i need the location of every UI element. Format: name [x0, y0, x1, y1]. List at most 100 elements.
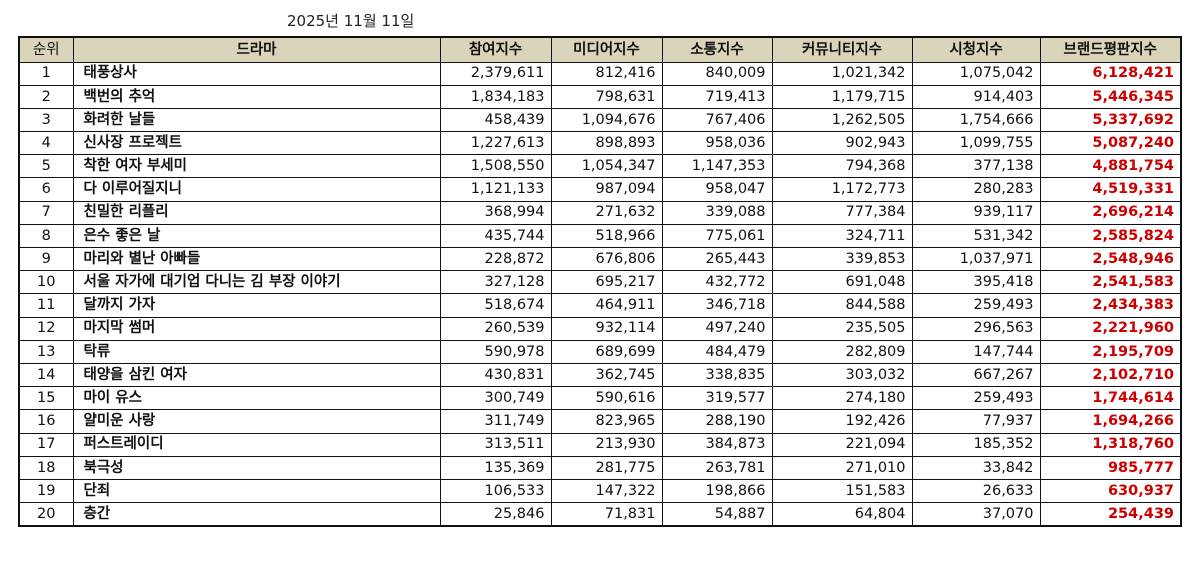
media-cell: 798,631: [550, 84, 663, 109]
community-cell: 151,583: [771, 478, 913, 504]
community-cell: 691,048: [771, 270, 913, 295]
community-cell: 1,021,342: [771, 61, 913, 86]
media-cell: 898,893: [550, 131, 663, 156]
communication-cell: 346,718: [661, 293, 773, 318]
communication-cell: 288,190: [661, 409, 773, 434]
rank-cell: 1: [18, 61, 74, 86]
rank-cell: 4: [18, 131, 74, 156]
media-cell: 812,416: [550, 61, 663, 86]
brand-reputation-cell: 1,694,266: [1039, 409, 1182, 434]
header-communication-index: 소통지수: [661, 36, 773, 63]
viewing-cell: 914,403: [911, 84, 1041, 109]
header-drama: 드라마: [72, 36, 441, 63]
drama-title-cell: 탁류: [72, 339, 441, 364]
participation-cell: 435,744: [439, 223, 552, 249]
media-cell: 1,054,347: [550, 154, 663, 179]
participation-cell: 300,749: [439, 386, 552, 411]
participation-cell: 1,508,550: [439, 154, 552, 179]
viewing-cell: 1,037,971: [911, 246, 1041, 272]
community-cell: 1,172,773: [771, 177, 913, 202]
brand-reputation-cell: 4,881,754: [1039, 154, 1182, 179]
media-cell: 281,775: [550, 455, 663, 480]
communication-cell: 432,772: [661, 270, 773, 295]
brand-reputation-cell: 5,337,692: [1039, 107, 1182, 133]
participation-cell: 430,831: [439, 362, 552, 388]
media-cell: 362,745: [550, 362, 663, 388]
communication-cell: 775,061: [661, 223, 773, 249]
brand-reputation-cell: 1,318,760: [1039, 432, 1182, 457]
drama-title-cell: 얄미운 사랑: [72, 409, 441, 434]
media-cell: 1,094,676: [550, 107, 663, 133]
drama-title-cell: 백번의 추억: [72, 84, 441, 109]
media-cell: 147,322: [550, 478, 663, 504]
drama-title-cell: 착한 여자 부세미: [72, 154, 441, 179]
participation-cell: 311,749: [439, 409, 552, 434]
community-cell: 64,804: [771, 502, 913, 527]
drama-title-cell: 마지막 썸머: [72, 316, 441, 341]
participation-cell: 590,978: [439, 339, 552, 364]
header-viewing-index: 시청지수: [911, 36, 1041, 63]
communication-cell: 1,147,353: [661, 154, 773, 179]
drama-title-cell: 친밀한 리플리: [72, 200, 441, 225]
brand-reputation-cell: 985,777: [1039, 455, 1182, 480]
brand-reputation-cell: 4,519,331: [1039, 177, 1182, 202]
participation-cell: 518,674: [439, 293, 552, 318]
drama-title-cell: 태풍상사: [72, 61, 441, 86]
participation-cell: 260,539: [439, 316, 552, 341]
table-row: 12 마지막 썸머 260,539 932,114 497,240 235,505 296,…: [18, 316, 1182, 341]
drama-title-cell: 달까지 가자: [72, 293, 441, 318]
participation-cell: 228,872: [439, 246, 552, 272]
media-cell: 823,965: [550, 409, 663, 434]
viewing-cell: 296,563: [911, 316, 1041, 341]
viewing-cell: 939,117: [911, 200, 1041, 225]
participation-cell: 368,994: [439, 200, 552, 225]
community-cell: 303,032: [771, 362, 913, 388]
communication-cell: 263,781: [661, 455, 773, 480]
community-cell: 324,711: [771, 223, 913, 249]
rank-cell: 18: [18, 455, 74, 480]
header-community-index: 커뮤니티지수: [771, 36, 913, 63]
report-date: 2025년 11월 11일: [287, 12, 415, 30]
participation-cell: 313,511: [439, 432, 552, 457]
communication-cell: 719,413: [661, 84, 773, 109]
drama-title-cell: 층간: [72, 502, 441, 527]
viewing-cell: 1,754,666: [911, 107, 1041, 133]
drama-title-cell: 단죄: [72, 478, 441, 504]
viewing-cell: 531,342: [911, 223, 1041, 249]
participation-cell: 25,846: [439, 502, 552, 527]
media-cell: 695,217: [550, 270, 663, 295]
community-cell: 221,094: [771, 432, 913, 457]
viewing-cell: 259,493: [911, 386, 1041, 411]
community-cell: 274,180: [771, 386, 913, 411]
brand-reputation-cell: 2,434,383: [1039, 293, 1182, 318]
viewing-cell: 395,418: [911, 270, 1041, 295]
communication-cell: 265,443: [661, 246, 773, 272]
brand-reputation-cell: 5,087,240: [1039, 131, 1182, 156]
participation-cell: 327,128: [439, 270, 552, 295]
viewing-cell: 26,633: [911, 478, 1041, 504]
rank-cell: 2: [18, 84, 74, 109]
brand-reputation-cell: 6,128,421: [1039, 61, 1182, 86]
table-row: 3 화려한 날들 458,439 1,094,676 767,406 1,262,505 1…: [18, 107, 1182, 133]
brand-reputation-cell: 5,446,345: [1039, 84, 1182, 109]
brand-reputation-cell: 2,195,709: [1039, 339, 1182, 364]
communication-cell: 319,577: [661, 386, 773, 411]
table-header-row: 순위 드라마 참여지수 미디어지수 소통지수 커뮤니티지수 시청지수 브랜드평판…: [18, 36, 1182, 63]
header-rank: 순위: [18, 36, 74, 63]
header-participation-index: 참여지수: [439, 36, 552, 63]
rank-cell: 11: [18, 293, 74, 318]
viewing-cell: 1,099,755: [911, 131, 1041, 156]
community-cell: 282,809: [771, 339, 913, 364]
viewing-cell: 280,283: [911, 177, 1041, 202]
brand-reputation-cell: 2,548,946: [1039, 246, 1182, 272]
participation-cell: 1,121,133: [439, 177, 552, 202]
participation-cell: 1,227,613: [439, 131, 552, 156]
brand-reputation-cell: 2,221,960: [1039, 316, 1182, 341]
rank-cell: 6: [18, 177, 74, 202]
participation-cell: 2,379,611: [439, 61, 552, 86]
rank-cell: 17: [18, 432, 74, 457]
drama-title-cell: 화려한 날들: [72, 107, 441, 133]
communication-cell: 767,406: [661, 107, 773, 133]
viewing-cell: 667,267: [911, 362, 1041, 388]
